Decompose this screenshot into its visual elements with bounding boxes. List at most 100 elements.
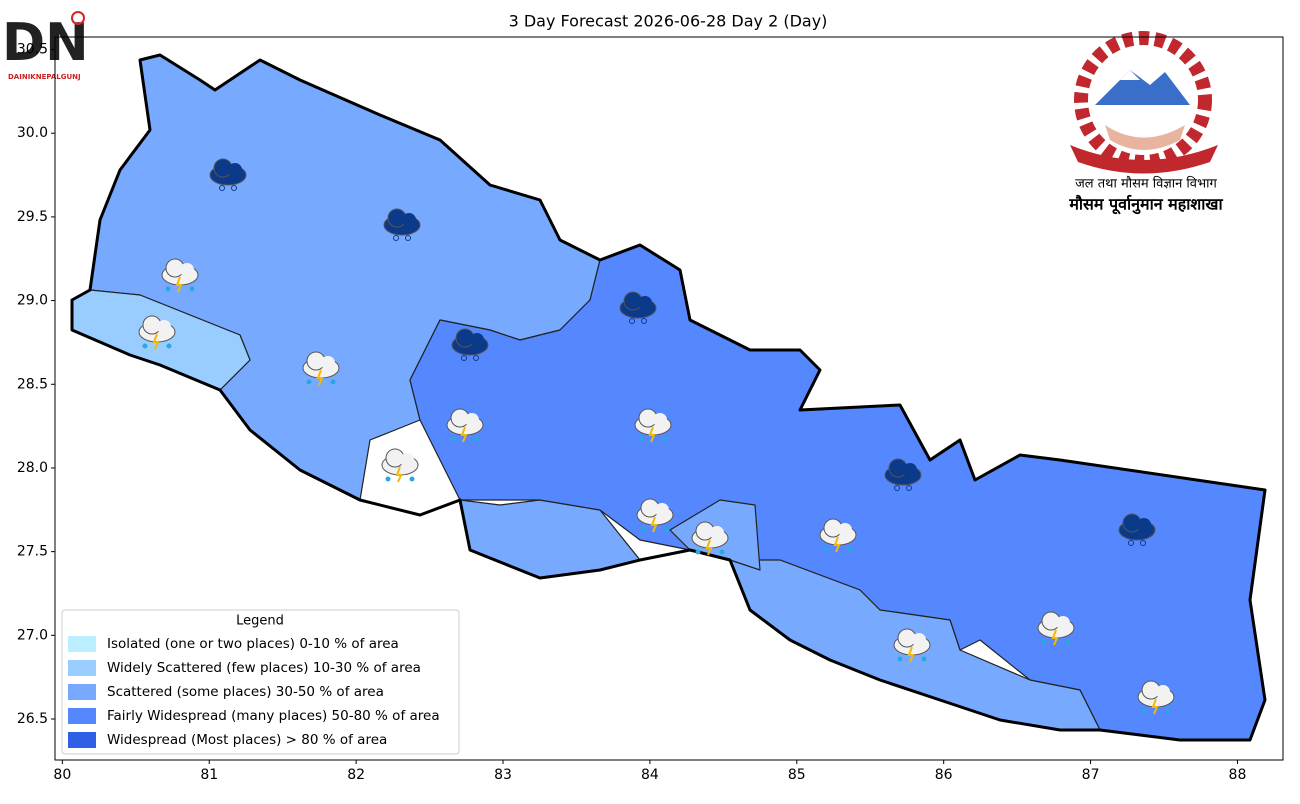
thunder-icon: [893, 628, 931, 663]
raindrop: [330, 379, 336, 385]
y-tick-label: 29.5: [17, 209, 48, 225]
snowflake: [906, 485, 912, 491]
raindrop: [450, 436, 456, 442]
raindrop: [664, 526, 670, 532]
snowflake: [393, 235, 399, 241]
legend: Legend Isolated (one or two places) 0-10 …: [61, 609, 460, 755]
legend-swatch: [68, 660, 96, 676]
lightning: [1051, 629, 1059, 646]
raindrop: [189, 286, 195, 292]
x-tick-label: 84: [641, 767, 659, 783]
raindrop: [662, 436, 668, 442]
snow-icon: [884, 458, 922, 491]
snow-icon: [383, 208, 421, 241]
lightning: [395, 466, 403, 483]
lightning: [460, 426, 468, 443]
snow-icon: [451, 328, 489, 361]
raindrop: [474, 436, 480, 442]
legend-title: Legend: [236, 614, 284, 629]
snowflake: [461, 355, 467, 361]
raindrop: [1141, 708, 1147, 714]
y-tick-label: 27.5: [17, 544, 48, 560]
y-tick-label: 28.5: [17, 376, 48, 392]
legend-label: Fairly Widespread (many places) 50-80 % …: [107, 708, 440, 724]
thunder-icon: [634, 408, 672, 443]
plot-frame: [54, 36, 1284, 761]
country-outline: [70, 53, 1267, 742]
legend-box: [61, 609, 460, 755]
thunder-icon: [691, 521, 729, 556]
thunder-icon: [446, 408, 484, 443]
thunder-icon: [1137, 680, 1175, 715]
x-tick-label: 86: [935, 767, 953, 783]
snowflake: [219, 185, 225, 191]
snowflake: [231, 185, 237, 191]
cloud: [638, 296, 652, 310]
raindrop: [719, 549, 725, 555]
cloud: [180, 263, 194, 277]
x-tick-label: 88: [1229, 767, 1247, 783]
x-tick-label: 83: [494, 767, 512, 783]
logo: DN DAINIKNEPALGUNJ: [2, 11, 89, 81]
snowflake: [1128, 540, 1134, 546]
lightning: [175, 276, 183, 293]
lightning: [907, 646, 915, 663]
snowflake: [473, 355, 479, 361]
cloud: [1056, 616, 1070, 630]
thunder-icon: [636, 498, 674, 533]
y-tick-label: 28.0: [17, 460, 48, 476]
raindrop: [638, 436, 644, 442]
cloud: [402, 213, 416, 227]
legend-label: Widely Scattered (few places) 10-30 % of…: [107, 660, 421, 676]
thunder-icon: [161, 258, 199, 293]
emblem: [1070, 31, 1218, 174]
lightning: [152, 333, 160, 350]
thunder-icon: [302, 351, 340, 386]
x-tick-label: 80: [53, 767, 71, 783]
snowflake: [1140, 540, 1146, 546]
cloud: [465, 413, 479, 427]
raindrop: [695, 549, 701, 555]
cloud: [838, 523, 852, 537]
raindrop: [897, 656, 903, 662]
legend-swatch: [68, 732, 96, 748]
snowflake: [894, 485, 900, 491]
x-tick-label: 82: [347, 767, 365, 783]
lightning: [1151, 698, 1159, 715]
raindrop: [385, 476, 391, 482]
raindrop: [409, 476, 415, 482]
thunder-icon: [138, 315, 176, 350]
y-tick-label: 26.5: [17, 711, 48, 727]
thunder-icon: [819, 518, 857, 553]
snowflake: [405, 235, 411, 241]
title: 3 Day Forecast 2026-06-28 Day 2 (Day): [509, 12, 828, 31]
legend-label: Widespread (Most places) > 80 % of area: [107, 732, 387, 748]
raindrop: [165, 286, 171, 292]
cloud: [157, 320, 171, 334]
cloud: [228, 163, 242, 177]
snowflake: [629, 318, 635, 324]
cloud: [321, 356, 335, 370]
cloud: [710, 526, 724, 540]
snow-icon: [209, 158, 247, 191]
legend-label: Scattered (some places) 30-50 % of area: [107, 684, 384, 700]
thunder-icon: [381, 448, 419, 483]
cloud: [655, 503, 669, 517]
lightning: [316, 369, 324, 386]
y-tick-label: 30.5: [17, 42, 48, 58]
raindrop: [1041, 639, 1047, 645]
raindrop: [142, 343, 148, 349]
cloud: [653, 413, 667, 427]
lightning: [648, 426, 656, 443]
y-tick-label: 30.0: [17, 125, 48, 141]
raindrop: [823, 546, 829, 552]
logo-text: DAINIKNEPALGUNJ: [8, 73, 81, 81]
legend-swatch: [68, 636, 96, 652]
raindrop: [847, 546, 853, 552]
department-name: जल तथा मौसम विज्ञान विभाग: [1075, 176, 1217, 192]
cloud: [1156, 685, 1170, 699]
cloud: [903, 463, 917, 477]
legend-swatch: [68, 684, 96, 700]
raindrop: [640, 526, 646, 532]
